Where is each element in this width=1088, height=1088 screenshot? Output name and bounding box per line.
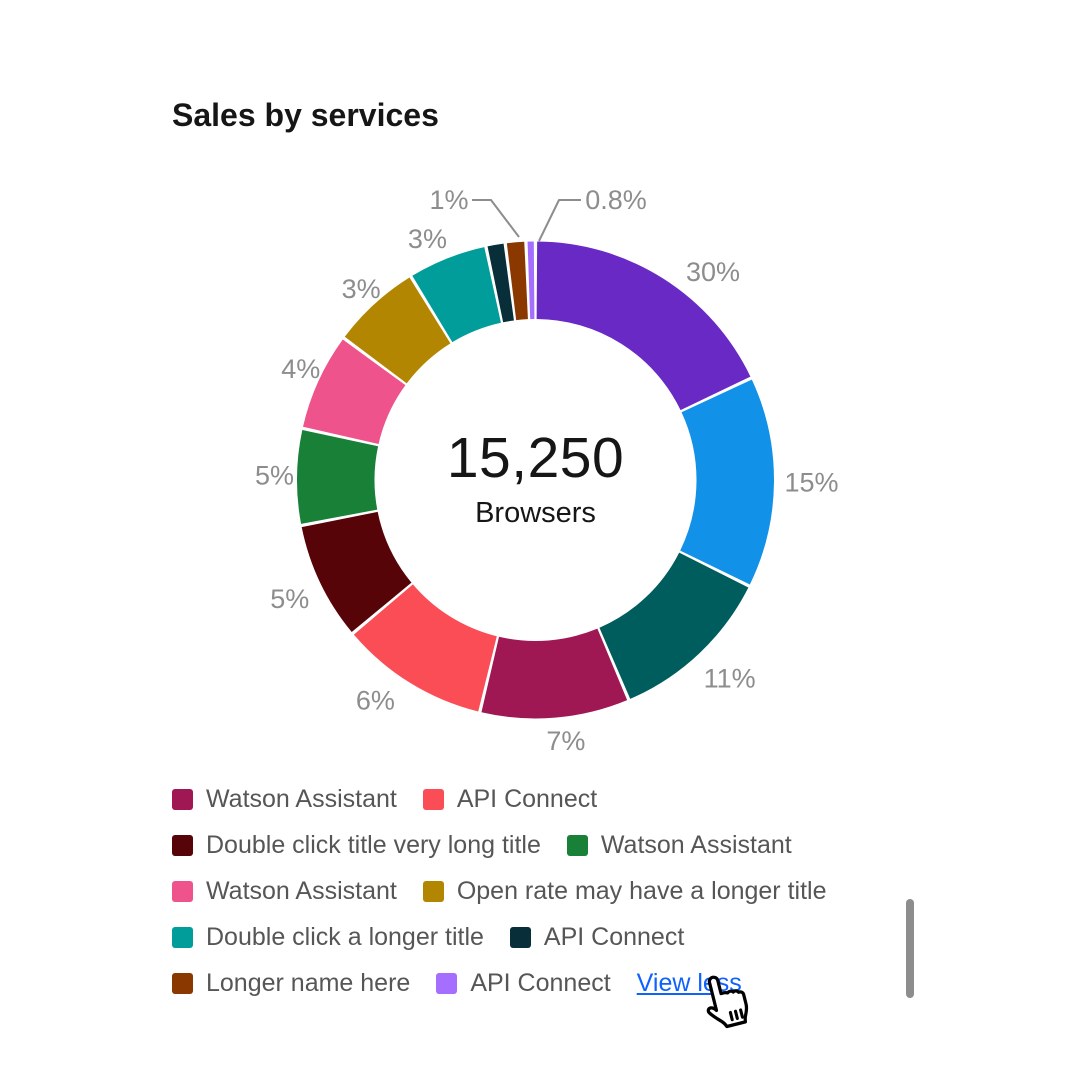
legend-item[interactable]: Watson Assistant	[566, 830, 792, 860]
legend-swatch	[509, 926, 531, 948]
legend-item[interactable]: Double click title very long title	[172, 830, 541, 860]
legend-item[interactable]: Longer name here	[172, 968, 410, 998]
legend-item[interactable]: Double click a longer title	[172, 922, 484, 952]
view-less-link[interactable]: View less	[636, 968, 742, 997]
donut-slice-8[interactable]	[344, 277, 452, 385]
chart-title: Sales by services	[172, 97, 439, 133]
donut-slice-7[interactable]	[303, 339, 407, 446]
legend-label: Watson Assistant	[206, 784, 397, 813]
donut-slice-6[interactable]	[297, 430, 379, 524]
donut-slice-0[interactable]	[535, 241, 751, 412]
donut-slice-1[interactable]	[679, 379, 774, 585]
legend-label: Double click title very long title	[206, 830, 541, 859]
legend-item[interactable]: Watson Assistant	[172, 876, 397, 906]
scrollbar-thumb[interactable]	[906, 899, 914, 998]
slice-value-label: 6%	[356, 686, 395, 716]
slice-value-label: 15%	[784, 468, 838, 498]
legend-item[interactable]: Watson Assistant	[172, 784, 397, 814]
donut-chart: 30% 15% 11% 7% 6% 5% 5% 4% 3% 3% 1% 0.8%	[255, 185, 839, 756]
donut-center-value: 15,250	[446, 426, 625, 490]
legend-label: Watson Assistant	[206, 876, 397, 905]
legend-label: API Connect	[470, 968, 611, 997]
legend-swatch	[566, 834, 588, 856]
slice-value-label: 5%	[255, 460, 294, 490]
slice-value-label: 7%	[546, 726, 585, 756]
legend-item[interactable]: API Connect	[509, 922, 685, 952]
legend-item[interactable]: Open rate may have a longer title	[422, 876, 827, 906]
slice-value-label: 3%	[342, 274, 381, 304]
slice-value-label: 11%	[704, 663, 756, 693]
legend-label: API Connect	[456, 784, 598, 813]
donut-slice-4[interactable]	[353, 583, 498, 712]
legend: Watson Assistant API Connect Double click …	[172, 784, 912, 998]
legend-swatch	[436, 972, 458, 994]
slice-value-label: 0.8%	[585, 185, 647, 215]
slice-value-label: 5%	[270, 584, 309, 614]
donut-slice-3[interactable]	[481, 628, 628, 719]
donut-slice-9[interactable]	[412, 247, 502, 343]
legend-swatch	[422, 788, 444, 810]
donut-slice-11[interactable]	[506, 241, 529, 321]
donut-slice-10[interactable]	[487, 243, 515, 323]
legend-swatch	[172, 788, 193, 810]
legend-swatch	[172, 834, 193, 856]
legend-swatch	[172, 880, 193, 902]
callout-line	[538, 199, 581, 242]
legend-label: Double click a longer title	[206, 922, 484, 951]
legend-item[interactable]: API Connect	[422, 784, 598, 814]
legend-label: Watson Assistant	[600, 830, 792, 859]
legend-label: Longer name here	[206, 968, 411, 997]
legend-swatch	[172, 972, 193, 994]
donut-slice-2[interactable]	[598, 551, 749, 699]
donut-slice-5[interactable]	[301, 510, 413, 633]
donut-center-label: Browsers	[475, 497, 596, 529]
legend-item[interactable]: API Connect	[436, 968, 611, 998]
legend-label: Open rate may have a longer title	[456, 876, 827, 905]
callout-line	[472, 199, 520, 238]
slice-value-label: 3%	[408, 224, 447, 254]
donut-center: 15,250 Browsers	[395, 428, 676, 530]
slice-value-label: 1%	[429, 185, 468, 215]
legend-swatch	[172, 926, 193, 948]
slice-value-label: 30%	[686, 257, 740, 287]
slice-value-label: 4%	[281, 354, 320, 384]
legend-swatch	[422, 880, 444, 902]
legend-label: API Connect	[543, 922, 685, 951]
